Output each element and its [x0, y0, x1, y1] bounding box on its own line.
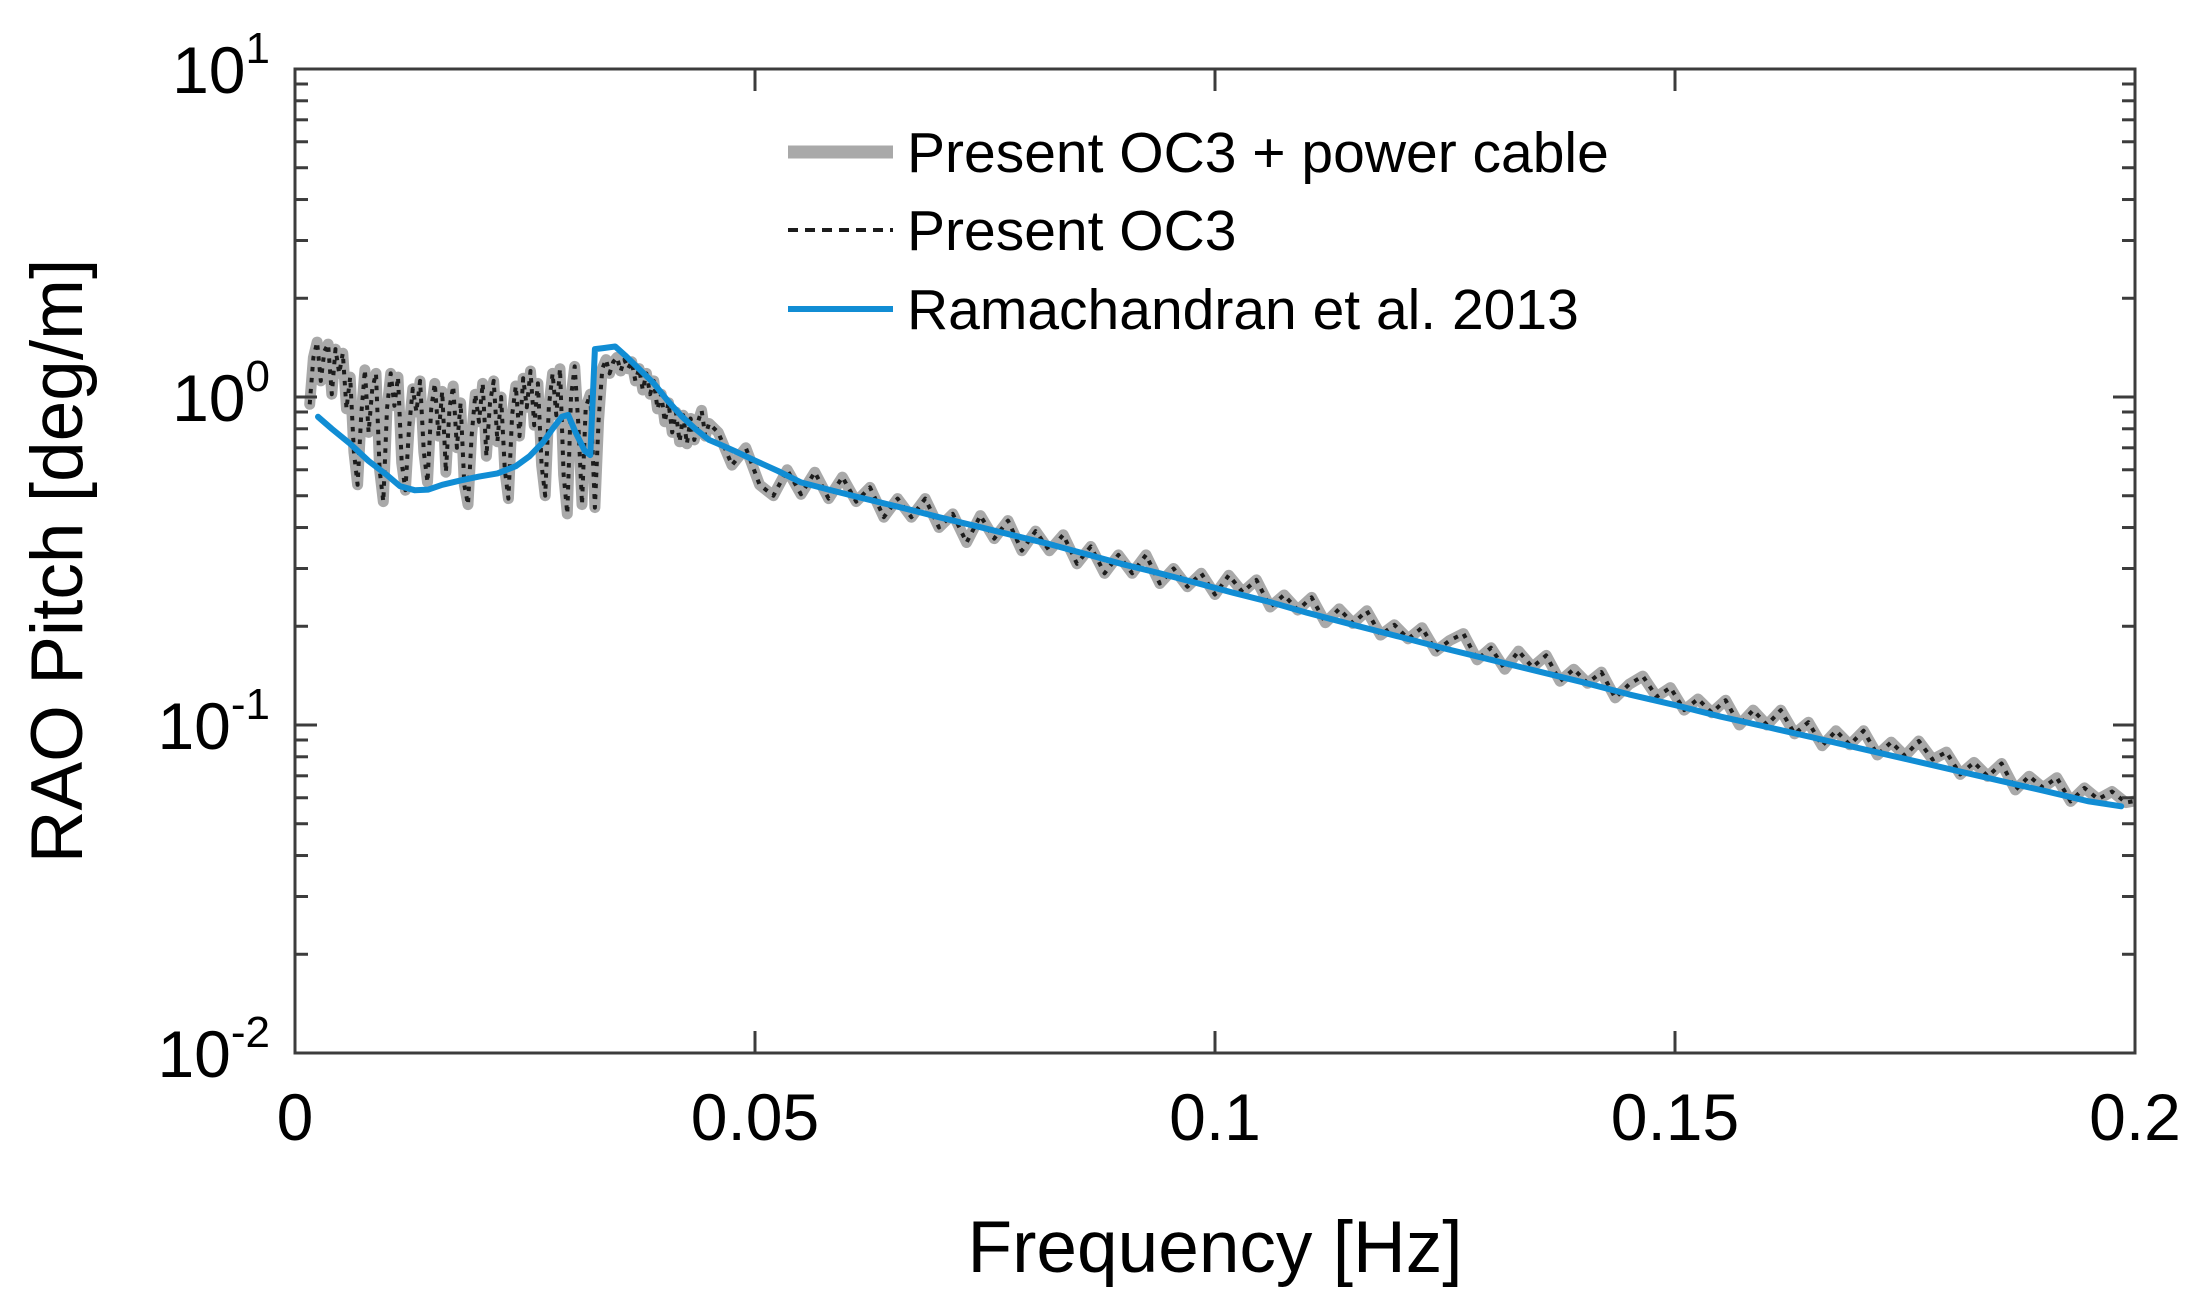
- y-tick-label: 10-2: [157, 1008, 270, 1091]
- x-axis-label: Frequency [Hz]: [968, 1207, 1463, 1288]
- x-tick-label: 0.1: [1169, 1080, 1261, 1154]
- axis-ticks: [293, 67, 2137, 1055]
- x-tick-label: 0.05: [691, 1080, 819, 1154]
- axis-tick-labels: 0 0.05 0.1 0.15 0.2 10-2 10-1 100 101: [157, 24, 2180, 1154]
- x-tick-label: 0.2: [2089, 1080, 2181, 1154]
- x-tick-label: 0.15: [1611, 1080, 1739, 1154]
- legend: Present OC3 + power cable Present OC3 Rama…: [788, 121, 1609, 342]
- y-axis-label: RAO Pitch [deg/m]: [17, 259, 98, 864]
- legend-label: Present OC3 + power cable: [907, 121, 1609, 185]
- y-tick-label: 10-1: [157, 680, 270, 763]
- y-tick-label: 100: [172, 352, 270, 435]
- series-line-1: [307, 340, 2135, 805]
- series-line-2: [315, 343, 2125, 810]
- x-tick-label: 0: [277, 1080, 314, 1154]
- legend-label: Present OC3: [907, 199, 1236, 263]
- y-tick-label: 101: [172, 24, 270, 107]
- series-line-0: [304, 336, 2135, 809]
- legend-label: Ramachandran et al. 2013: [907, 278, 1579, 342]
- chart-series: [304, 336, 2135, 810]
